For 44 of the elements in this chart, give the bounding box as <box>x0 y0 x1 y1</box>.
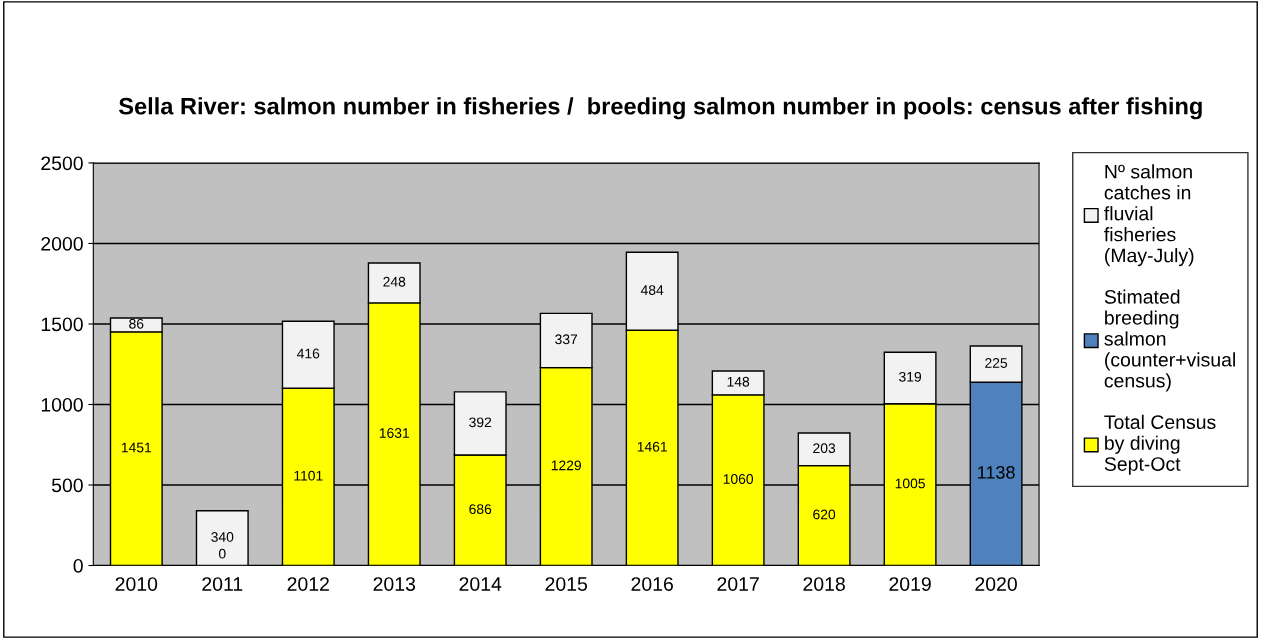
data-label: 1138 <box>978 465 1015 479</box>
y-tick-label: 2500 <box>41 156 83 171</box>
data-label: 1060 <box>723 474 754 484</box>
y-tick-label: 2000 <box>41 236 83 251</box>
data-label: 686 <box>469 504 492 515</box>
data-label: 340 <box>211 532 234 542</box>
data-label: 148 <box>727 376 750 387</box>
legend-label: Total Census by diving Sept-Oct <box>1104 414 1216 475</box>
x-tick-label: 2018 <box>803 577 845 591</box>
data-label: 1631 <box>379 428 410 438</box>
legend-label: Stimated breeding salmon (counter+visual census) <box>1104 289 1235 392</box>
data-label: 86 <box>129 318 144 329</box>
bar <box>195 510 249 566</box>
y-tick-label: 1000 <box>41 397 83 412</box>
data-label: 248 <box>383 276 406 287</box>
data-label: 392 <box>469 417 492 428</box>
data-label: 1005 <box>895 478 925 489</box>
data-label: 225 <box>985 358 1008 368</box>
x-tick-label: 2011 <box>202 577 243 591</box>
data-label: 337 <box>555 334 578 345</box>
data-label: 203 <box>813 443 836 454</box>
legend-label: Nº salmon catches in fluvial fisheries (May-July) <box>1104 164 1194 267</box>
x-tick-label: 2012 <box>287 577 329 591</box>
y-tick-label: 500 <box>51 478 83 493</box>
x-tick-label: 2019 <box>889 577 931 591</box>
data-label: 1229 <box>551 460 581 471</box>
x-tick-label: 2016 <box>631 577 673 591</box>
data-label: 416 <box>296 348 320 359</box>
data-label: 0 <box>218 548 226 559</box>
data-label: 484 <box>640 285 664 296</box>
x-tick-label: 2013 <box>373 577 416 591</box>
x-tick-label: 2014 <box>459 577 502 591</box>
data-label: 620 <box>813 509 836 520</box>
y-tick-label: 0 <box>73 558 83 573</box>
data-label: 1461 <box>637 441 667 452</box>
data-label: 1451 <box>121 442 152 453</box>
chart-title: Sella River: salmon number in fisheries / breeding salmon number in pools: census after fishing <box>118 97 1202 120</box>
x-tick-label: 2010 <box>115 577 158 591</box>
x-tick-label: 2017 <box>717 577 759 591</box>
y-tick-label: 1500 <box>41 317 83 332</box>
data-label: 319 <box>899 371 922 382</box>
x-tick-label: 2015 <box>545 577 587 591</box>
data-label: 1101 <box>294 470 323 481</box>
x-tick-label: 2020 <box>975 577 1017 591</box>
